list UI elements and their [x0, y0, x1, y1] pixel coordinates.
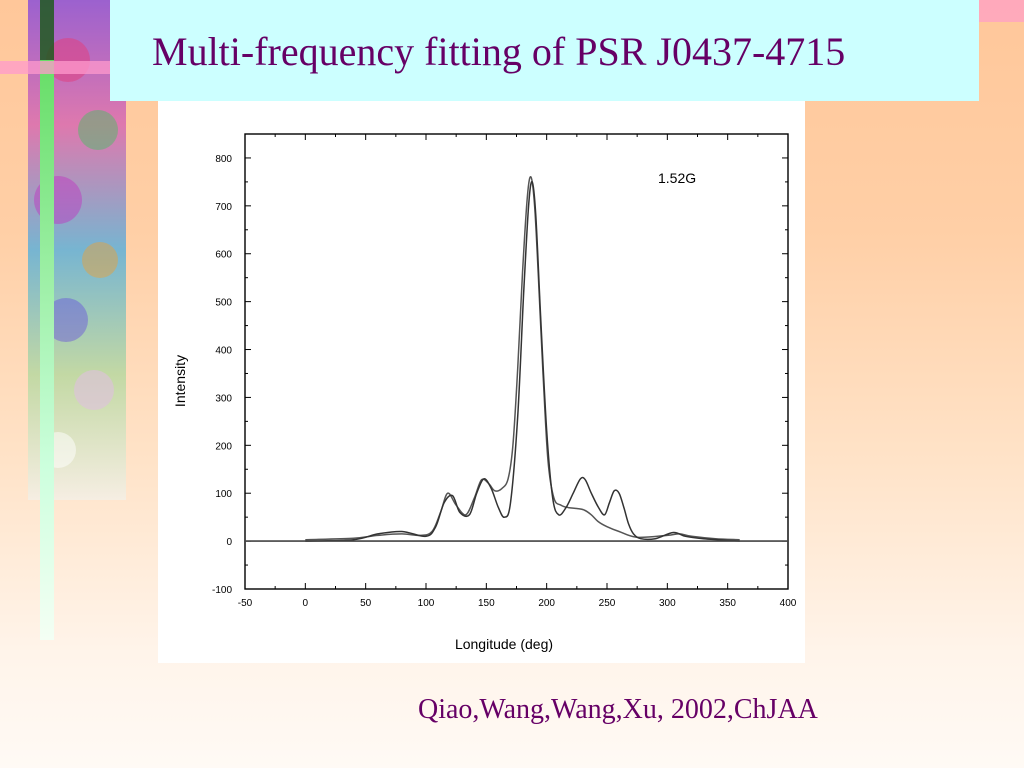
x-tick-label: 250 [599, 598, 616, 609]
series-line-1 [305, 176, 740, 541]
plot-frame [244, 133, 789, 590]
citation: Qiao,Wang,Wang,Xu, 2002,ChJAA [418, 694, 818, 725]
pulse-profile-chart: -50 0 50 100 150 200 250 300 350 400 -100 0 100 200 30… [172, 133, 797, 652]
x-tick-label: 400 [780, 598, 797, 609]
x-tick-label: 0 [303, 598, 309, 609]
x-tick-label: 300 [659, 598, 676, 609]
y-tick-label: 0 [226, 537, 232, 548]
decorative-pink-corner [978, 0, 1024, 22]
x-tick-label: 150 [478, 598, 495, 609]
y-tick-label: 600 [215, 250, 232, 261]
x-axis-label: Longitude (deg) [455, 636, 553, 652]
slide-title: Multi-frequency fitting of PSR J0437-471… [152, 29, 846, 74]
y-tick-label: 300 [215, 393, 232, 404]
y-tick-label: 700 [215, 202, 232, 213]
x-tick-label: 200 [538, 598, 555, 609]
series-line-2 [305, 180, 740, 542]
y-tick-label: 400 [215, 346, 232, 357]
y-tick-label: 100 [215, 489, 232, 500]
x-tick-label: -50 [238, 598, 253, 609]
x-tick-label: 50 [360, 598, 372, 609]
x-tick-label: 350 [719, 598, 736, 609]
y-tick-label: 800 [215, 154, 232, 165]
x-tick-label: 100 [418, 598, 435, 609]
y-tick-label: 200 [215, 441, 232, 452]
title-banner: Multi-frequency fitting of PSR J0437-471… [110, 0, 979, 101]
chart-panel: -50 0 50 100 150 200 250 300 350 400 -100 0 100 200 30… [158, 101, 805, 663]
decorative-pink-bar [0, 61, 110, 74]
decorative-green-stripe [40, 60, 54, 640]
y-tick-label: 500 [215, 298, 232, 309]
y-axis-label: Intensity [172, 355, 188, 407]
frequency-annotation: 1.52G [658, 170, 696, 186]
y-tick-label: -100 [212, 585, 232, 596]
